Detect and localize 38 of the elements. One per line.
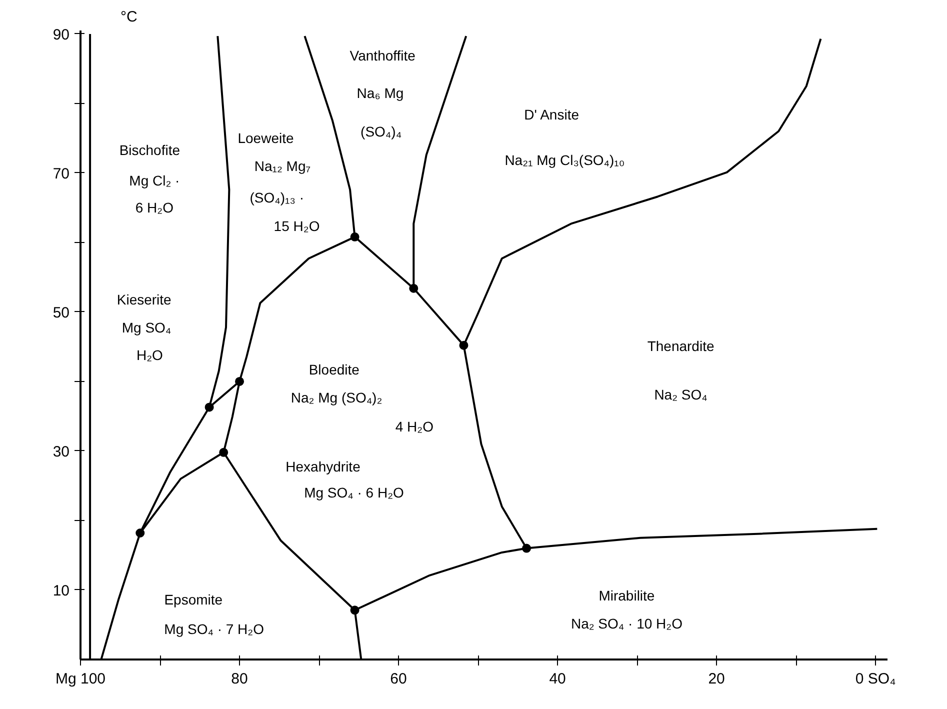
x-tick-label: 80 [231, 670, 248, 688]
annotation: Na₂ Mg (SO₄)₂ [290, 389, 382, 406]
annotation: (SO₄)₄ [360, 123, 402, 140]
annotation: 6 H₂O [135, 200, 174, 216]
annotation: H₂O [136, 347, 163, 364]
x-tick-label: 60 [390, 670, 407, 688]
annotation: Bischofite [119, 142, 180, 158]
annotation: Mg SO₄ [122, 319, 172, 336]
x-tick-label: Mg 100 [55, 670, 106, 688]
annotation: Mg Cl₂ · [129, 172, 180, 189]
annotation: D' Ansite [524, 106, 580, 123]
x-tick-label: 40 [549, 670, 566, 688]
annotation: Vanthoffite [350, 48, 416, 64]
annotation: Na₂ SO₄ [654, 386, 708, 403]
annotation: Hexahydrite [286, 458, 361, 474]
annotation: Na₂ SO₄ · 10 H₂O [570, 615, 683, 632]
x-tick-label: 20 [708, 670, 725, 688]
annotation: Na₂₁ Mg Cl₃(SO₄)₁₀ [504, 152, 625, 168]
annotation: Loeweite [238, 130, 294, 146]
annotation: Epsomite [164, 592, 223, 608]
annotation: Kieserite [116, 291, 172, 308]
annotation: Bloedite [308, 362, 360, 378]
annotation: Mg SO₄ · 6 H₂O [304, 484, 404, 501]
y-tick-label: 90 [52, 26, 70, 44]
y-tick-label: 50 [52, 304, 70, 322]
y-tick-label: 10 [52, 582, 70, 600]
annotation: Mirabilite [598, 588, 655, 604]
annotation: Mg SO₄ · 7 H₂O [164, 620, 264, 637]
x-tick-label: 0 SO₄ [855, 670, 896, 688]
annotation: 15 H₂O [274, 218, 320, 234]
y-axis-title: °C [120, 8, 138, 26]
annotation: Na₁₂ Mg₇ [254, 158, 311, 174]
annotation: 4 H₂O [395, 418, 434, 435]
annotation: (SO₄)₁₃ · [250, 189, 304, 206]
annotation: Thenardite [647, 338, 714, 354]
annotation: Na₆ Mg [356, 85, 404, 102]
y-tick-label: 70 [52, 165, 70, 182]
y-tick-label: 30 [52, 443, 70, 460]
